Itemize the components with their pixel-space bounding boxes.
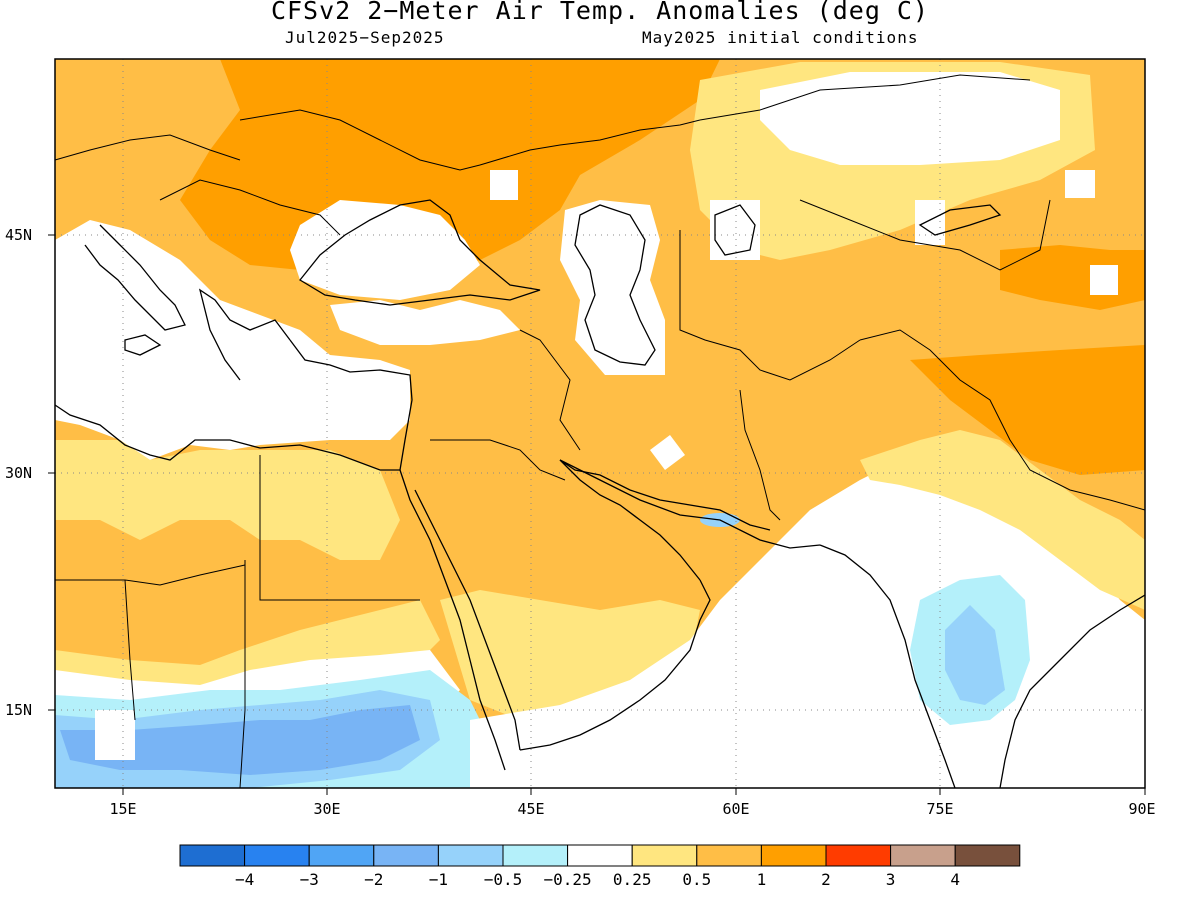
india-cooler-region bbox=[945, 605, 1005, 705]
legend-label: 0.5 bbox=[682, 870, 711, 889]
legend-label: 2 bbox=[821, 870, 831, 889]
x-tick-label: 60E bbox=[722, 800, 749, 818]
legend-label: −1 bbox=[429, 870, 448, 889]
y-tick-label: 30N bbox=[5, 464, 32, 482]
black-sea-neutral-region bbox=[290, 200, 480, 300]
legend-swatch bbox=[373, 844, 439, 867]
tibet-warm-region bbox=[910, 345, 1145, 475]
sicily-coastline bbox=[124, 334, 162, 356]
india-east-coastline bbox=[999, 594, 1146, 789]
border-line bbox=[239, 109, 481, 171]
aegean-coastline bbox=[198, 288, 291, 381]
legend-label: −2 bbox=[364, 870, 383, 889]
legend-label: 3 bbox=[886, 870, 896, 889]
red-sea-west-coastline bbox=[399, 469, 506, 771]
neutral-patch bbox=[1065, 170, 1095, 198]
border-line bbox=[679, 230, 861, 381]
levant-coastline bbox=[289, 339, 413, 471]
border-line bbox=[799, 199, 1051, 271]
x-tick-label: 30E bbox=[313, 800, 340, 818]
anomaly-fill-layer bbox=[55, 59, 1145, 788]
border-line bbox=[124, 579, 136, 721]
black-sea-coastline bbox=[299, 199, 541, 306]
aral-sea-coastline bbox=[714, 204, 756, 256]
border-line bbox=[699, 74, 1031, 121]
legend-swatch bbox=[825, 844, 892, 867]
legend-label: −4 bbox=[235, 870, 254, 889]
arabia-south-coastline bbox=[519, 579, 711, 751]
y-tick-label: 45N bbox=[5, 226, 32, 244]
legend-label: −3 bbox=[300, 870, 319, 889]
east-africa-coldest-region bbox=[60, 705, 420, 775]
legend-label: 1 bbox=[757, 870, 767, 889]
persian-gulf-coastline bbox=[559, 459, 771, 581]
coastlines-borders bbox=[54, 199, 1146, 789]
legend-swatch bbox=[308, 844, 375, 867]
legend-swatch bbox=[631, 844, 698, 867]
legend-swatches bbox=[179, 844, 1021, 867]
red-sea-east-coastline bbox=[414, 489, 521, 751]
italy-coastline bbox=[84, 224, 186, 331]
border-line bbox=[54, 134, 241, 161]
legend-label: 0.25 bbox=[613, 870, 652, 889]
period-subtitle: Jul2025−Sep2025 bbox=[285, 28, 445, 47]
national-borders bbox=[54, 74, 1146, 789]
border-line bbox=[259, 455, 420, 601]
legend-swatch bbox=[696, 844, 762, 867]
neutral-patch bbox=[1090, 265, 1118, 295]
neutral-patch bbox=[915, 200, 945, 245]
neutral-patch bbox=[490, 170, 518, 200]
x-tick-label: 90E bbox=[1128, 800, 1155, 818]
yemen-oman-neutral-region bbox=[470, 550, 830, 788]
legend-swatch bbox=[567, 844, 633, 867]
x-tick-label: 15E bbox=[109, 800, 136, 818]
border-line bbox=[739, 389, 781, 521]
neutral-patch bbox=[710, 200, 760, 260]
neutral-patch bbox=[650, 435, 685, 470]
border-line bbox=[519, 329, 581, 451]
legend-label: −0.5 bbox=[484, 870, 523, 889]
north-africa-coastline bbox=[54, 404, 400, 471]
border-line bbox=[239, 560, 246, 789]
x-tick-label: 75E bbox=[926, 800, 953, 818]
neutral-patch bbox=[95, 710, 135, 760]
border-line bbox=[859, 329, 1146, 511]
legend-swatch bbox=[954, 844, 1021, 867]
axis-ticks bbox=[48, 234, 1146, 795]
legend-swatch bbox=[244, 844, 310, 867]
north-africa-mild-region bbox=[55, 440, 400, 560]
legend-label: 4 bbox=[950, 870, 960, 889]
legend-swatch bbox=[179, 844, 246, 867]
map-frame bbox=[54, 58, 1146, 789]
caspian-neutral-region bbox=[560, 200, 665, 375]
india-west-coastline bbox=[819, 544, 956, 789]
x-tick-label: 45E bbox=[517, 800, 544, 818]
turkey-north-mild-region bbox=[330, 300, 520, 345]
legend-swatch bbox=[502, 844, 569, 867]
y-tick-label: 15N bbox=[5, 701, 32, 719]
legend-labels: −4 −3 −2 −1 −0.5 −0.25 0.25 0.5 1 2 3 4 bbox=[235, 870, 960, 889]
lake-balkhash-coastline bbox=[918, 204, 1002, 236]
chart-title: CFSv2 2−Meter Air Temp. Anomalies (deg C… bbox=[270, 0, 930, 25]
caspian-sea-coastline bbox=[574, 204, 656, 366]
mediterranean-neutral-region bbox=[55, 220, 410, 460]
kazakhstan-neutral-region bbox=[760, 72, 1060, 165]
border-line bbox=[430, 439, 566, 481]
border-line bbox=[479, 119, 701, 166]
north-india-mild-region bbox=[860, 430, 1145, 610]
legend-swatch bbox=[890, 844, 956, 867]
legend-swatch bbox=[437, 844, 504, 867]
legend-label: −0.25 bbox=[544, 870, 592, 889]
border-line bbox=[55, 564, 246, 586]
border-line bbox=[159, 179, 341, 236]
initial-conditions-subtitle: May2025 initial conditions bbox=[642, 28, 919, 47]
iran-south-coastline bbox=[559, 459, 821, 549]
legend-swatch bbox=[760, 844, 827, 867]
